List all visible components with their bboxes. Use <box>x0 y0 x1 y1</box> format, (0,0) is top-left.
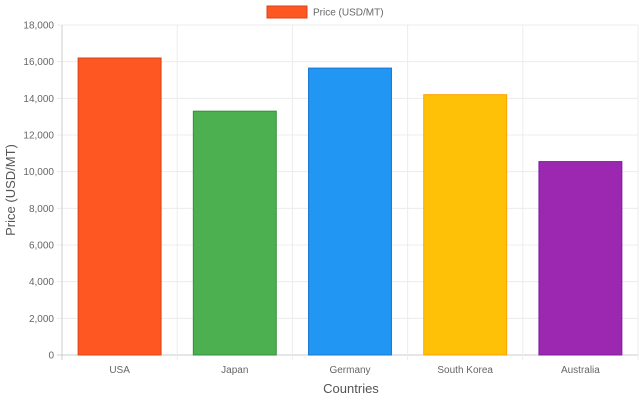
y-tick-label: 16,000 <box>23 57 54 68</box>
legend-label[interactable]: Price (USD/MT) <box>313 8 384 19</box>
bar-usa[interactable] <box>77 57 162 356</box>
y-tick-label: 0 <box>48 351 54 362</box>
x-tick-label: USA <box>109 365 130 376</box>
bar-germany[interactable] <box>308 67 392 356</box>
y-tick-label: 10,000 <box>23 167 54 178</box>
bar-south-korea[interactable] <box>423 94 508 356</box>
x-tick-label: Japan <box>221 365 248 376</box>
bar-japan[interactable] <box>192 110 277 356</box>
x-tick-label: South Korea <box>437 365 493 376</box>
y-tick-label: 2,000 <box>29 314 54 325</box>
bar-australia[interactable] <box>538 161 623 356</box>
legend-swatch[interactable] <box>266 5 308 19</box>
y-tick-label: 6,000 <box>29 241 54 252</box>
x-tick-label: Australia <box>561 365 600 376</box>
y-tick-label: 14,000 <box>23 94 54 105</box>
x-tick-labels: USA Japan Germany South Korea Australia <box>109 365 600 376</box>
x-axis-title: Countries <box>323 381 379 396</box>
bars <box>77 57 623 356</box>
y-tick-label: 4,000 <box>29 277 54 288</box>
x-tick-label: Germany <box>329 365 370 376</box>
y-tick-label: 8,000 <box>29 204 54 215</box>
y-tick-label: 12,000 <box>23 131 54 142</box>
y-tick-label: 18,000 <box>23 21 54 32</box>
y-axis-title: Price (USD/MT) <box>3 144 18 236</box>
legend[interactable]: Price (USD/MT) <box>266 5 384 19</box>
y-tick-labels: 0 2,000 4,000 6,000 8,000 10,000 12,000 14,000 1… <box>23 21 54 362</box>
